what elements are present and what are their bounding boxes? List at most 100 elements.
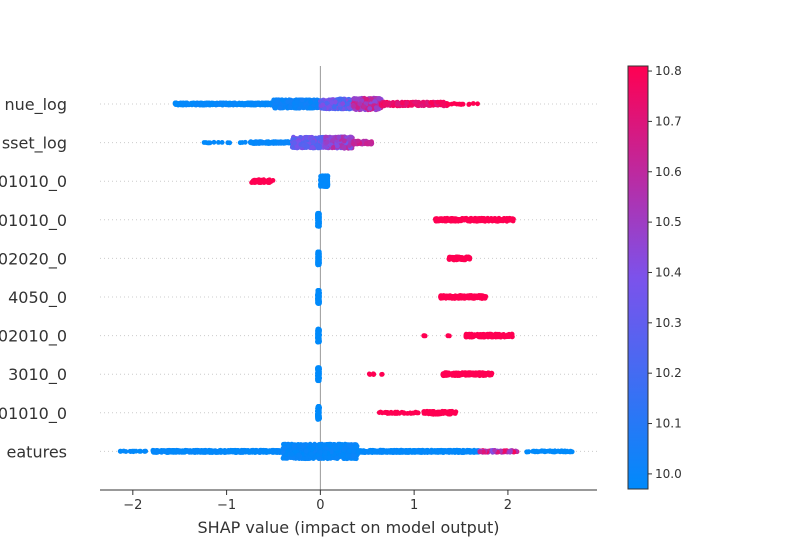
shap-point [447,410,453,416]
shap-point [275,97,280,103]
shap-point [433,218,439,224]
shap-point [504,218,510,224]
shap-point [341,138,347,144]
shap-point [318,184,323,189]
shap-point [458,256,463,261]
shap-point [404,100,410,106]
shap-point [315,222,321,228]
shap-point [465,293,470,299]
shap-point [364,96,369,102]
shap-point [209,100,215,106]
shap-point [265,100,271,106]
shap-point [254,101,260,107]
shap-point [347,143,352,149]
shap-point [438,216,443,222]
shap-point [475,101,480,107]
shap-point [259,178,264,184]
shap-point [315,412,321,417]
shap-point [315,332,321,337]
shap-point [445,293,451,299]
shap-point [137,448,142,454]
shap-point [488,216,494,222]
shap-point [466,255,472,261]
shap-point [211,139,217,145]
shap-point [335,143,340,149]
shap-point [315,366,321,372]
shap-point [452,372,457,378]
shap-point [197,102,203,107]
shap-point [253,179,259,185]
shap-point [480,217,486,223]
shap-point [345,101,350,107]
shap-point [324,100,330,106]
shap-point [236,101,242,107]
shap-point [354,96,360,102]
shap-point [316,294,321,299]
shap-point [277,105,283,111]
shap-point [450,255,456,261]
shap-point [180,100,186,106]
shap-point [265,179,270,185]
shap-point [372,99,378,104]
shap-point [336,134,342,140]
shap-point [318,138,324,143]
row-guide-lines [100,103,597,452]
shap-point [393,410,398,416]
shap-point [316,257,322,262]
shap-point [495,331,501,337]
shap-point [480,334,486,339]
shap-point [428,100,434,105]
shap-point [217,100,223,106]
shap-point [290,144,295,150]
shap-point [216,140,221,145]
shap-point [316,289,321,295]
shap-point [292,140,297,146]
shap-point [355,105,360,111]
shap-point [436,411,442,417]
shap-point [259,100,265,106]
shap-point [487,371,493,377]
shap-point [445,333,451,339]
shap-point [415,410,420,416]
shap-point [285,99,291,105]
shap-point [377,96,382,101]
shap-point [460,216,465,221]
shap-point [307,105,313,111]
shap-point [440,293,446,299]
shap-point [213,101,219,107]
shap-point [442,218,448,224]
shap-point [294,99,300,105]
shap-point [201,140,207,145]
shap-point [466,102,472,107]
shap-point [315,300,321,306]
shap-point [193,102,199,108]
shap-point [440,102,446,108]
shap-point [367,140,373,146]
shap-point [471,294,476,300]
shap-point [287,104,293,110]
shap-point [310,145,315,150]
shap-point [315,339,321,344]
shap-point [321,106,327,111]
shap-point [246,101,252,107]
shap-point [395,100,401,105]
shap-point [324,139,330,145]
shap-point [412,99,418,105]
shap-point [248,140,254,146]
shap-point [142,448,148,454]
shap-point [505,333,510,338]
shap-point [465,370,470,376]
shap-point [316,375,321,381]
shap-point [474,370,480,376]
shap-point [276,141,282,146]
shap-point [472,217,478,223]
shap-point [205,140,211,146]
shap-point [219,140,225,145]
shap-point [331,145,336,150]
shap-point [470,101,476,106]
shap-point [281,140,286,146]
shap-point [361,104,367,109]
shap-point [265,139,271,145]
shap-point [421,333,427,339]
shap-point [320,102,326,108]
